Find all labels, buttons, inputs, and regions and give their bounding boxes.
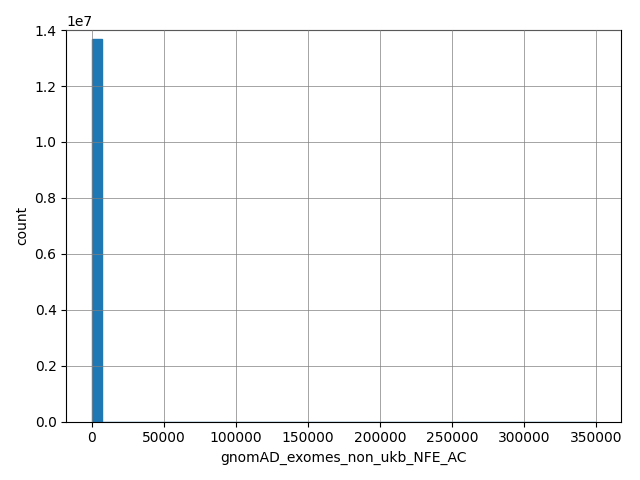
Y-axis label: count: count [15, 206, 29, 245]
X-axis label: gnomAD_exomes_non_ukb_NFE_AC: gnomAD_exomes_non_ukb_NFE_AC [221, 451, 467, 465]
Bar [92, 38, 102, 421]
